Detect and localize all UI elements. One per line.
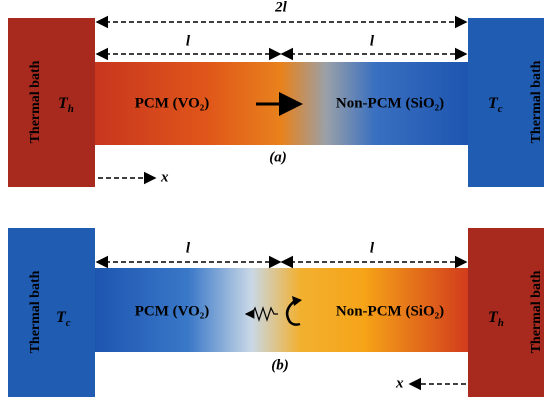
panel-b: l l Thermal bath Thermal bath Tc Th PCM …	[8, 228, 544, 397]
material-label: Non-PCM (SiO₂)	[336, 303, 444, 319]
dimension-label: l	[370, 240, 375, 256]
caption: (a)	[269, 149, 287, 165]
dimension-label: 2l	[274, 0, 288, 15]
axis-label: x	[160, 169, 169, 185]
dimension-label: l	[370, 33, 375, 49]
bath-label: Thermal bath	[28, 60, 43, 143]
dimension-label: l	[186, 240, 191, 256]
material-label: PCM (VO₂)	[135, 303, 210, 319]
panel-a: 2l l l Thermal bath Thermal bath Th Tc P…	[8, 0, 544, 187]
dimension-label: l	[186, 33, 191, 49]
subscript: h	[498, 317, 504, 329]
material-label: Non-PCM (SiO₂)	[336, 95, 444, 111]
axis-label: x	[395, 375, 404, 391]
material-label: PCM (VO₂)	[135, 95, 210, 111]
cold-bath	[8, 228, 95, 397]
diagram: 2l l l Thermal bath Thermal bath Th Tc P…	[0, 0, 544, 403]
hot-bath	[8, 18, 95, 187]
subscript: c	[498, 103, 503, 115]
bath-label: Thermal bath	[529, 60, 544, 143]
subscript: c	[66, 317, 71, 329]
bath-label: Thermal bath	[28, 270, 43, 353]
caption: (b)	[271, 357, 289, 373]
subscript: h	[68, 103, 74, 115]
bath-label: Thermal bath	[529, 270, 544, 353]
